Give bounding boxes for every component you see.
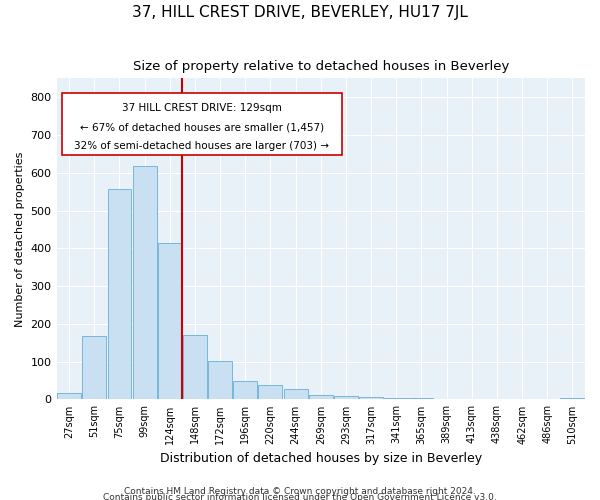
Text: 32% of semi-detached houses are larger (703) →: 32% of semi-detached houses are larger (… <box>74 141 329 151</box>
Bar <box>309 395 333 400</box>
Bar <box>133 166 157 400</box>
FancyBboxPatch shape <box>62 93 342 156</box>
Bar <box>284 389 308 400</box>
Text: ← 67% of detached houses are smaller (1,457): ← 67% of detached houses are smaller (1,… <box>80 122 324 132</box>
Text: 37, HILL CREST DRIVE, BEVERLEY, HU17 7JL: 37, HILL CREST DRIVE, BEVERLEY, HU17 7JL <box>132 5 468 20</box>
Bar <box>208 360 232 400</box>
Bar <box>107 189 131 400</box>
Bar <box>359 397 383 400</box>
Text: Contains HM Land Registry data © Crown copyright and database right 2024.: Contains HM Land Registry data © Crown c… <box>124 486 476 496</box>
Bar <box>82 336 106 400</box>
Bar <box>158 244 182 400</box>
Bar <box>434 398 458 400</box>
Bar <box>409 398 433 400</box>
Bar <box>560 398 584 400</box>
Bar <box>334 396 358 400</box>
Bar <box>233 380 257 400</box>
X-axis label: Distribution of detached houses by size in Beverley: Distribution of detached houses by size … <box>160 452 482 465</box>
Bar <box>385 398 408 400</box>
Y-axis label: Number of detached properties: Number of detached properties <box>15 151 25 326</box>
Text: 37 HILL CREST DRIVE: 129sqm: 37 HILL CREST DRIVE: 129sqm <box>122 104 282 114</box>
Text: Contains public sector information licensed under the Open Government Licence v3: Contains public sector information licen… <box>103 492 497 500</box>
Bar <box>259 385 283 400</box>
Bar <box>183 335 207 400</box>
Title: Size of property relative to detached houses in Beverley: Size of property relative to detached ho… <box>133 60 509 73</box>
Bar <box>57 393 81 400</box>
